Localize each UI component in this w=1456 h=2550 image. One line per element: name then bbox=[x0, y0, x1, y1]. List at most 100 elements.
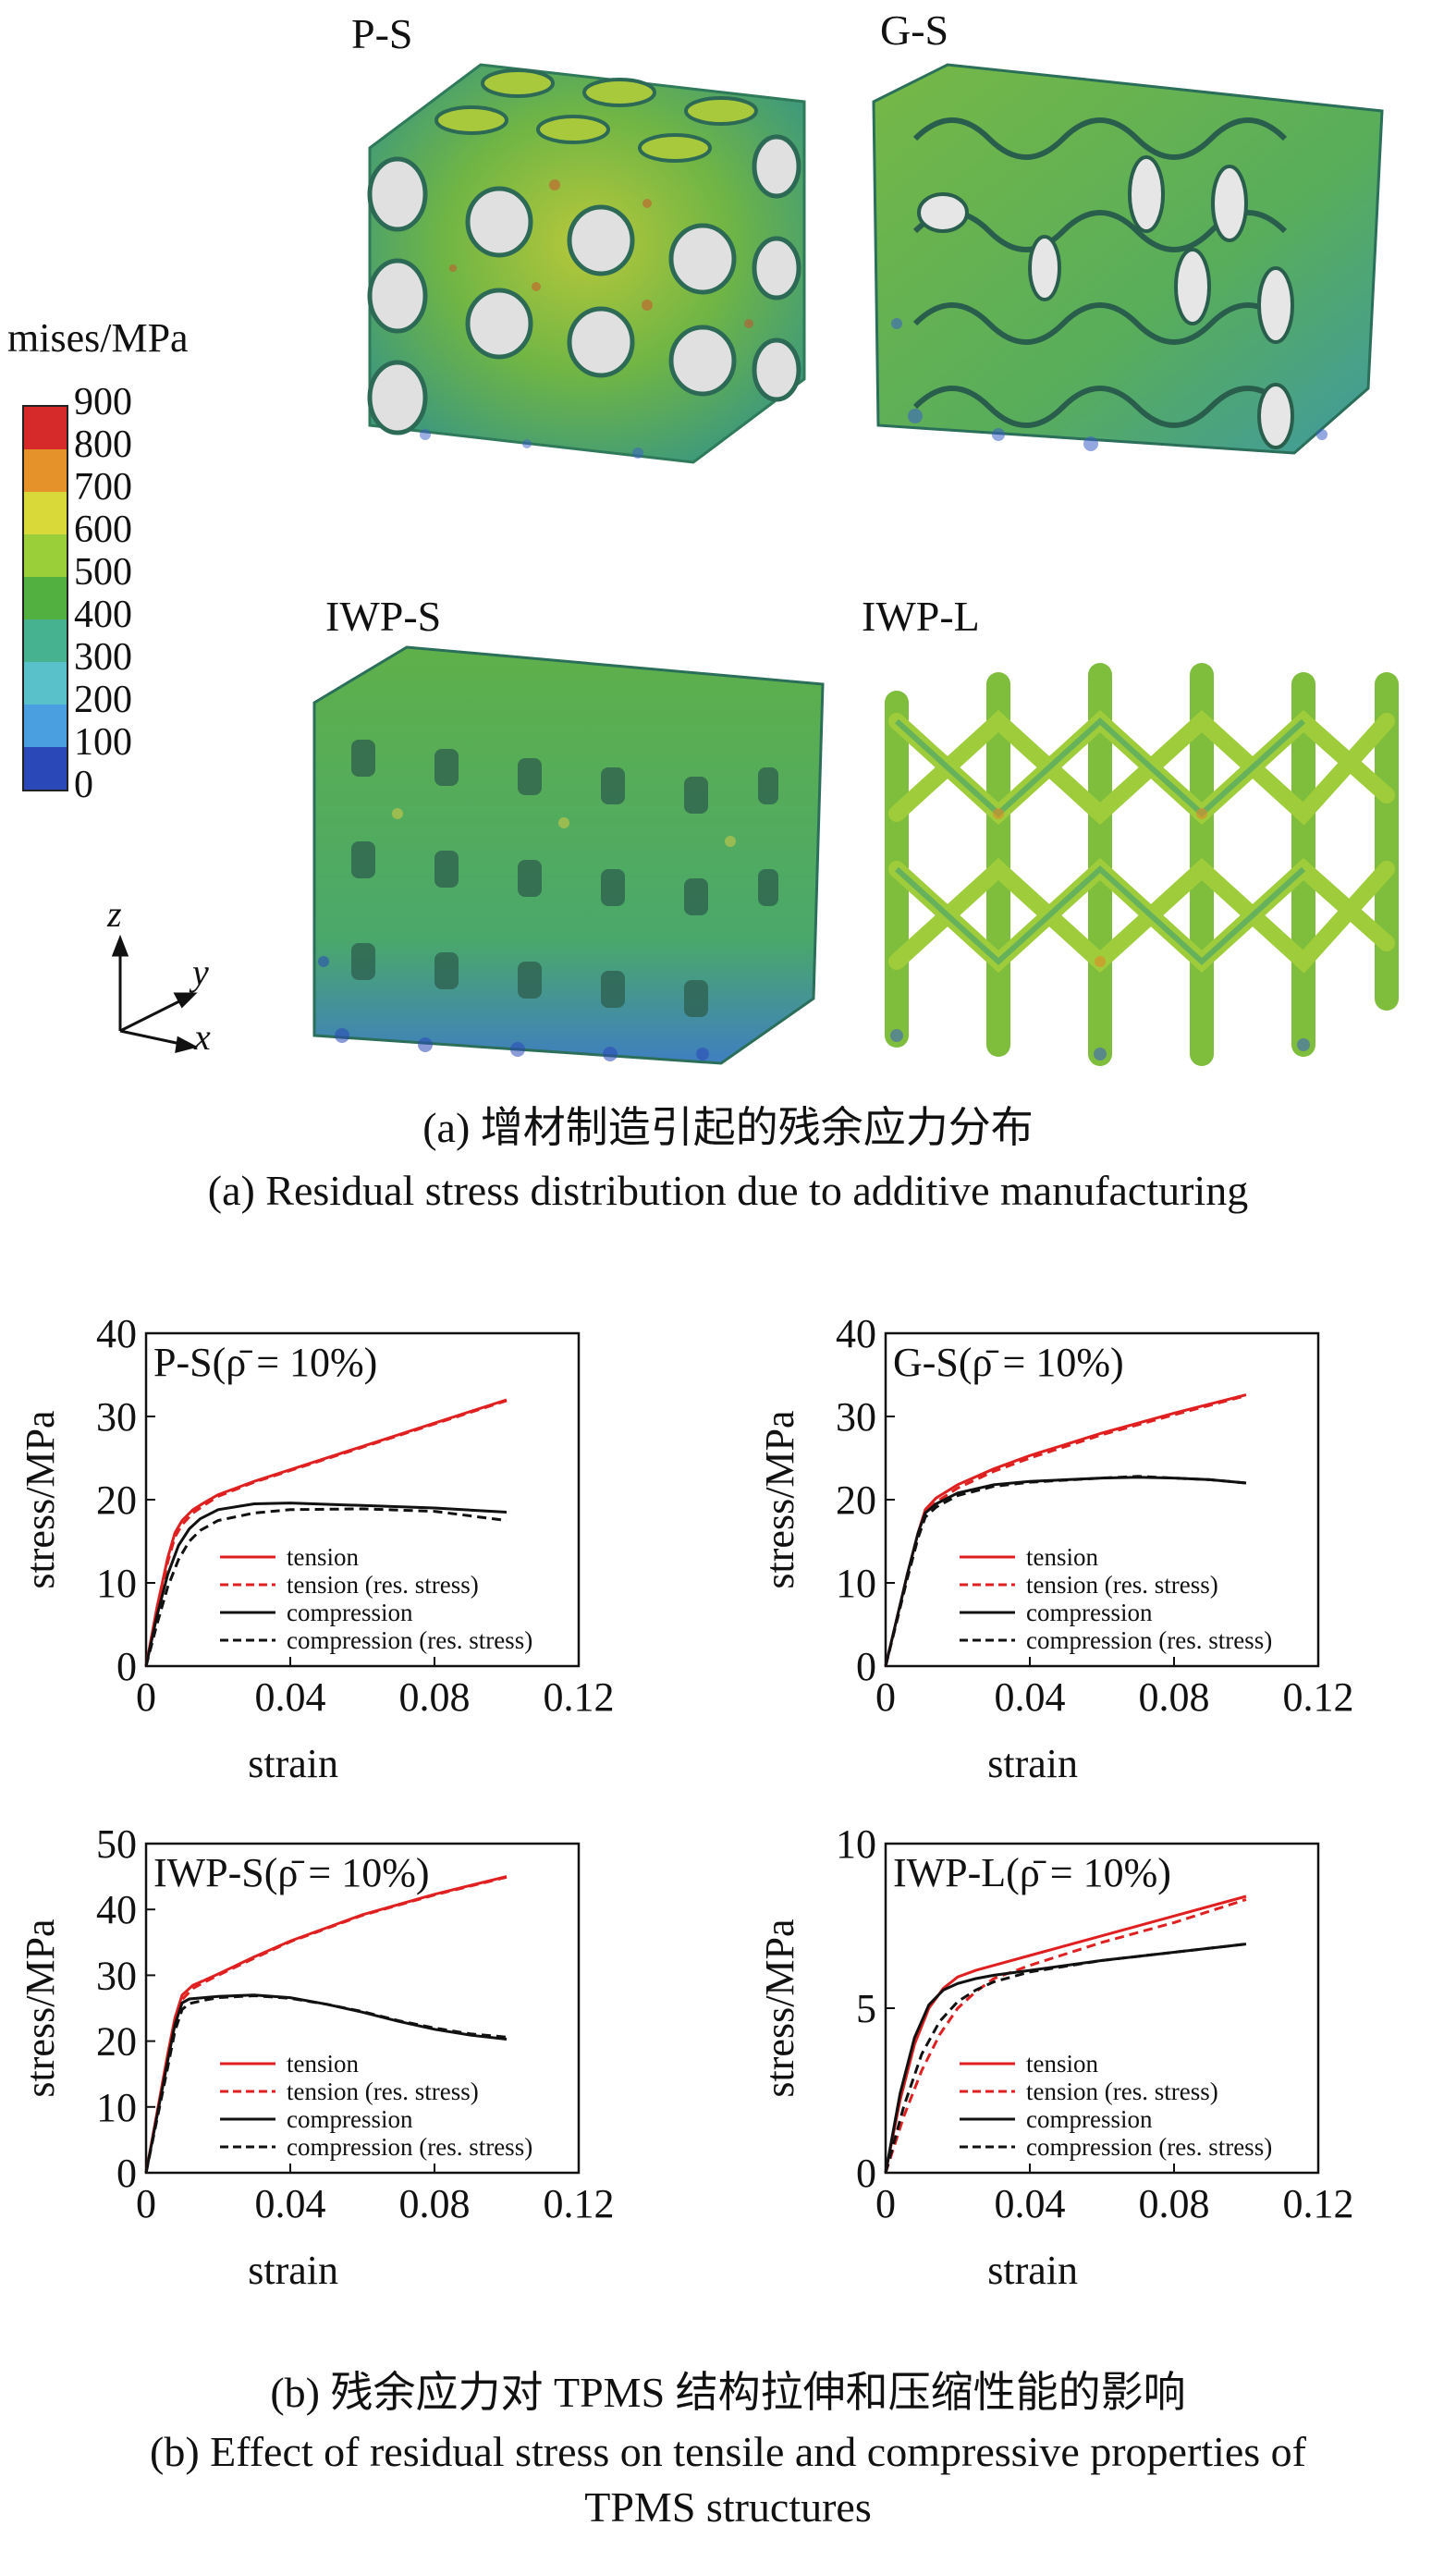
axis-z-label: z bbox=[107, 893, 122, 935]
y-tick-label: 40 bbox=[836, 1311, 876, 1356]
x-axis-label: strain bbox=[987, 1741, 1078, 1786]
x-tick-label: 0.04 bbox=[255, 2181, 326, 2226]
caption-b-cn: (b) 残余应力对 TPMS 结构拉伸和压缩性能的影响 bbox=[270, 2369, 1186, 2416]
label-ps: P-S bbox=[351, 10, 413, 57]
charts-panel-b: 0 0.04 0.08 0.12 0 10 20 30 40 strain stress/MPa P-… bbox=[18, 1311, 1354, 2293]
series-tension-res-line bbox=[884, 1394, 1247, 1667]
y-tick-label: 30 bbox=[836, 1394, 876, 1440]
x-tick-label: 0.08 bbox=[1139, 2181, 1210, 2226]
colorbar-tick: 400 bbox=[74, 594, 132, 636]
caption-a-cn: (a) 增材制造引起的残余应力分布 bbox=[422, 1104, 1034, 1151]
y-tick-label: 20 bbox=[96, 2019, 137, 2065]
series-compression-res-line bbox=[144, 1993, 508, 2174]
y-tick-label: 10 bbox=[96, 1561, 137, 1606]
y-axis-label: stress/MPa bbox=[18, 1410, 63, 1588]
legend-compression-res-label: compression (res. stress) bbox=[1026, 2133, 1272, 2161]
legend-tension-res-label: tension (res. stress) bbox=[287, 2078, 479, 2105]
series-compression-res-line bbox=[884, 1943, 1247, 2174]
y-tick-label: 40 bbox=[96, 1311, 137, 1356]
y-tick-label: 0 bbox=[116, 1644, 137, 1689]
colorbar-tick: 100 bbox=[74, 721, 132, 764]
y-tick-label: 10 bbox=[96, 2085, 137, 2130]
series-tension-line bbox=[884, 1894, 1247, 2174]
series-tension-res-line bbox=[144, 1399, 508, 1667]
x-tick-label: 0.12 bbox=[544, 1674, 615, 1720]
legend-compression-res-label: compression (res. stress) bbox=[287, 1626, 532, 1654]
iwps-structure-render bbox=[312, 645, 825, 1065]
colorbar bbox=[22, 405, 68, 791]
y-tick-label: 50 bbox=[96, 1821, 137, 1867]
label-iwpl: IWP-L bbox=[862, 593, 980, 640]
caption-b-en-line2: TPMS structures bbox=[584, 2483, 872, 2531]
axis-y-label: y bbox=[192, 951, 209, 993]
y-tick-label: 0 bbox=[856, 2151, 876, 2196]
ps-structure-render bbox=[367, 63, 806, 464]
y-tick-label: 0 bbox=[856, 1644, 876, 1689]
chart-title: P-S(ρ̄ = 10%) bbox=[153, 1340, 377, 1385]
y-axis-label: stress/MPa bbox=[757, 1919, 802, 2097]
x-tick-label: 0.08 bbox=[399, 1674, 471, 1720]
x-tick-label: 0.04 bbox=[255, 1674, 326, 1720]
label-iwps: IWP-S bbox=[325, 593, 442, 640]
chart-title: IWP-L(ρ̄ = 10%) bbox=[893, 1850, 1171, 1895]
colorbar-tick: 500 bbox=[74, 551, 132, 594]
x-tick-label: 0 bbox=[875, 2181, 896, 2226]
chart-title: IWP-S(ρ̄ = 10%) bbox=[153, 1850, 430, 1895]
colorbar-bin bbox=[24, 619, 67, 662]
series-compression-res-line bbox=[884, 1475, 1247, 1667]
colorbar-tick: 0 bbox=[74, 764, 93, 806]
legend-compression-label: compression bbox=[1026, 2105, 1153, 2133]
colorbar-bin bbox=[24, 534, 67, 577]
y-axis-label: stress/MPa bbox=[757, 1410, 802, 1588]
iwpl-structure-render bbox=[885, 663, 1399, 1066]
legend-compression-label: compression bbox=[287, 1599, 413, 1626]
colorbar-tick: 300 bbox=[74, 636, 132, 679]
colorbar-tick: 900 bbox=[74, 381, 132, 423]
x-axis-label: strain bbox=[248, 2248, 338, 2293]
x-tick-label: 0 bbox=[136, 2181, 156, 2226]
colorbar-tick: 600 bbox=[74, 509, 132, 551]
chart-title: G-S(ρ̄ = 10%) bbox=[893, 1340, 1124, 1385]
colorbar-title: mises/MPa bbox=[7, 315, 189, 361]
legend-tension-label: tension bbox=[1026, 1543, 1098, 1571]
plot-frame bbox=[144, 1842, 581, 2175]
x-tick-label: 0 bbox=[136, 1674, 156, 1720]
y-tick-label: 40 bbox=[96, 1887, 137, 1932]
colorbar-bin bbox=[24, 747, 67, 790]
x-tick-label: 0.04 bbox=[995, 1674, 1066, 1720]
legend-compression-label: compression bbox=[287, 2105, 413, 2133]
colorbar-bin bbox=[24, 705, 67, 747]
x-tick-label: 0.12 bbox=[544, 2181, 615, 2226]
y-tick-label: 30 bbox=[96, 1953, 137, 1998]
legend-compression-res-label: compression (res. stress) bbox=[287, 2133, 532, 2161]
x-tick-label: 0.12 bbox=[1283, 1674, 1354, 1720]
x-tick-label: 0.08 bbox=[1139, 1674, 1210, 1720]
y-tick-label: 30 bbox=[96, 1394, 137, 1440]
legend-tension-label: tension bbox=[287, 2050, 359, 2078]
colorbar-bin bbox=[24, 449, 67, 492]
x-axis-label: strain bbox=[248, 1741, 338, 1786]
y-tick-label: 10 bbox=[836, 1821, 876, 1867]
colorbar-ticks: 900 800 700 600 500 400 300 200 100 0 bbox=[74, 381, 132, 806]
label-gs: G-S bbox=[880, 6, 949, 54]
colorbar-bin bbox=[24, 492, 67, 534]
gs-structure-render bbox=[872, 63, 1384, 455]
series-tension-res-line bbox=[884, 1898, 1247, 2174]
legend-tension-res-label: tension (res. stress) bbox=[287, 1571, 479, 1599]
y-tick-label: 0 bbox=[116, 2151, 137, 2196]
colorbar-tick: 700 bbox=[74, 466, 132, 509]
y-tick-label: 10 bbox=[836, 1561, 876, 1606]
x-tick-label: 0 bbox=[875, 1674, 896, 1720]
y-tick-label: 20 bbox=[96, 1477, 137, 1523]
colorbar-bin bbox=[24, 577, 67, 619]
axis-x-label: x bbox=[194, 1016, 211, 1058]
series-compression-line bbox=[884, 1943, 1247, 2174]
series-compression-line bbox=[144, 1502, 508, 1667]
series-compression-res-line bbox=[144, 1507, 508, 1667]
colorbar-bin bbox=[24, 407, 67, 449]
x-tick-label: 0.12 bbox=[1283, 2181, 1354, 2226]
legend-compression-res-label: compression (res. stress) bbox=[1026, 1626, 1272, 1654]
legend-tension-label: tension bbox=[287, 1543, 359, 1571]
panel-a: P-S G-S IWP-S IWP-L bbox=[0, 0, 1456, 1239]
x-tick-label: 0.04 bbox=[995, 2181, 1066, 2226]
